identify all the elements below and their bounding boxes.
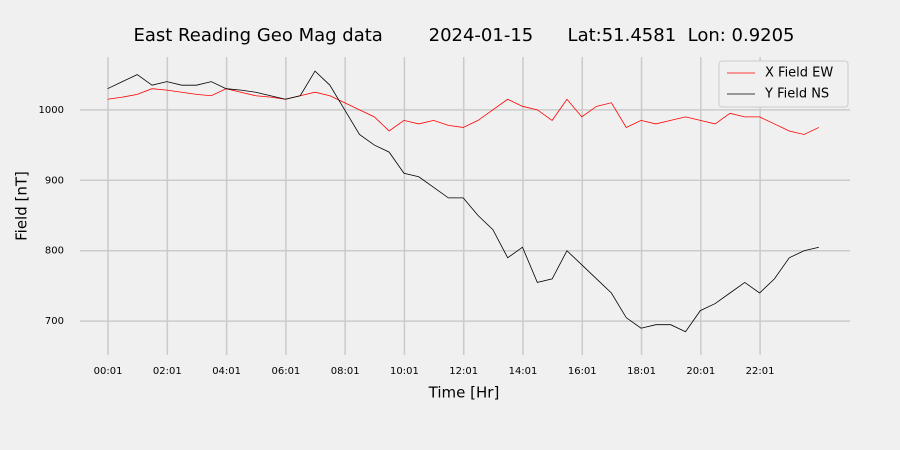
x-tick-label: 16:01 <box>568 366 597 377</box>
legend-box <box>718 60 849 108</box>
y-tick-label: 1000 <box>39 105 64 116</box>
data-line <box>107 70 819 333</box>
x-tick-label: 18:01 <box>627 366 656 377</box>
x-tick-label: 20:01 <box>686 366 715 377</box>
x-tick-label: 00:01 <box>94 366 123 377</box>
x-tick-label: 04:01 <box>212 366 241 377</box>
x-tick-label: 12:01 <box>449 366 478 377</box>
y-tick-label: 900 <box>45 175 64 186</box>
x-tick-label: 02:01 <box>153 366 182 377</box>
x-tick-label: 22:01 <box>746 366 775 377</box>
x-tick-label: 14:01 <box>509 366 538 377</box>
legend-label: Y Field NS <box>764 87 829 102</box>
legend-label: X Field EW <box>765 66 833 81</box>
x-tick-label: 06:01 <box>271 366 300 377</box>
x-tick-label: 10:01 <box>390 366 419 377</box>
y-tick-label: 700 <box>45 316 64 327</box>
x-tick-label: 08:01 <box>331 366 360 377</box>
chart-title: East Reading Geo Mag data 2024-01-15 Lat… <box>133 25 794 46</box>
y-tick-label: 800 <box>45 246 64 257</box>
y-axis-label: Field [nT] <box>13 171 31 241</box>
x-axis-label: Time [Hr] <box>428 384 500 402</box>
